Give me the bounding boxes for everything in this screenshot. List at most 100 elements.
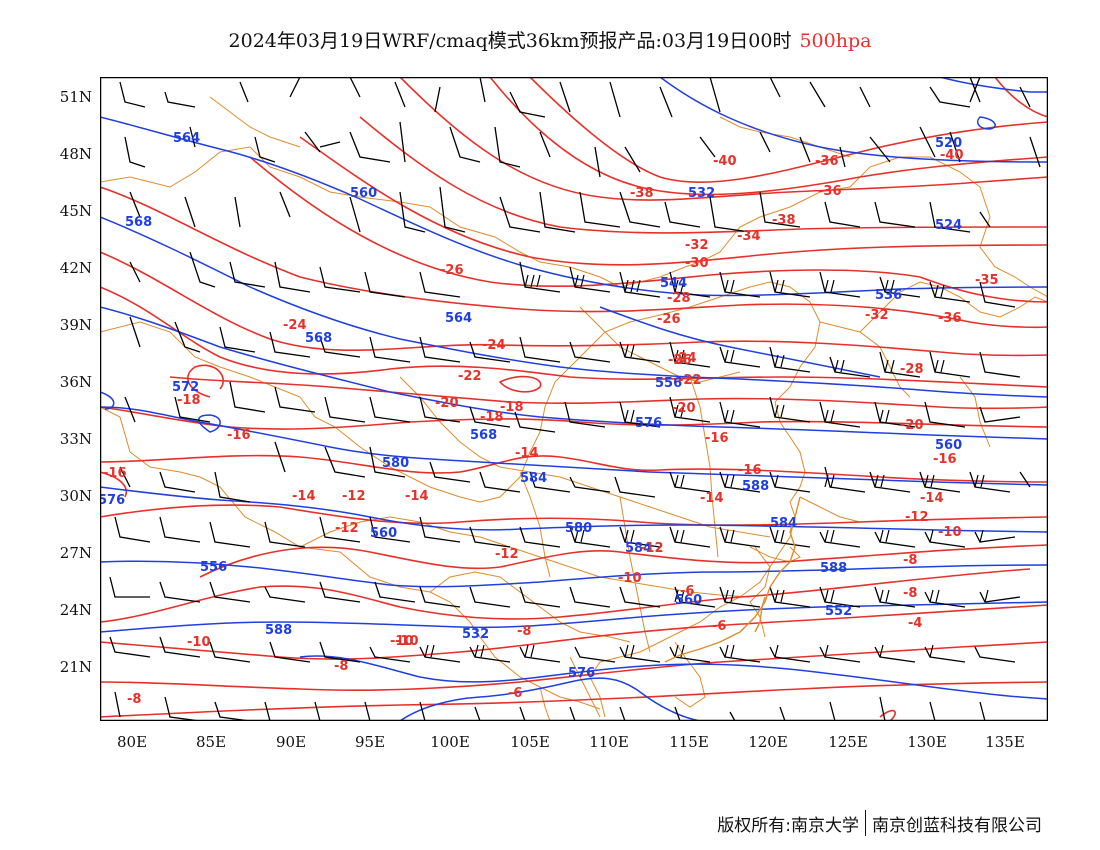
temp-label: -35 <box>975 273 999 288</box>
isohypse <box>100 486 1048 533</box>
border-line <box>479 281 821 503</box>
isohypse <box>399 677 701 721</box>
wind-barb-flag <box>624 344 945 373</box>
height-label: 588 <box>742 479 769 494</box>
temp-label: -14 <box>405 489 429 504</box>
isotherm <box>100 604 1048 660</box>
isotherm <box>187 364 224 398</box>
isohypse <box>100 391 115 410</box>
temperature-contours <box>100 77 1048 721</box>
temp-label: -14 <box>515 446 539 461</box>
border-line <box>959 376 991 448</box>
temp-label: -6 <box>680 584 694 599</box>
temp-label: -12 <box>905 510 929 525</box>
lat-label: 36N <box>59 373 92 391</box>
lat-label: 27N <box>59 544 92 562</box>
temp-label: -10 <box>938 525 962 540</box>
temp-label: -22 <box>678 373 702 388</box>
temp-label: -10 <box>390 634 414 649</box>
wind-barb-flags <box>424 274 989 658</box>
height-label: 580 <box>382 456 409 471</box>
coastline-path <box>754 596 766 633</box>
border-line <box>399 376 771 538</box>
lon-label: 120E <box>748 733 788 751</box>
isotherm <box>169 376 1048 410</box>
footer-divider <box>865 810 866 836</box>
isohypse <box>100 601 1048 633</box>
temp-label: -30 <box>685 256 709 271</box>
height-label: 584 <box>520 471 547 486</box>
temp-label: -20 <box>435 396 459 411</box>
border-line <box>209 96 301 148</box>
border-line <box>799 496 861 523</box>
temp-label: -26 <box>668 353 692 368</box>
lon-label: 125E <box>828 733 868 751</box>
isohypse <box>299 655 1048 700</box>
isotherm <box>249 156 1048 303</box>
wind-barb-flag <box>524 274 945 298</box>
wind-barb <box>129 186 991 233</box>
temp-label: -18 <box>500 400 524 415</box>
border-line <box>100 321 481 503</box>
temp-label: -16 <box>933 452 957 467</box>
temp-label: -28 <box>900 362 924 377</box>
temp-label: -4 <box>908 616 922 631</box>
temp-label: -40 <box>713 154 737 169</box>
map-panel: 564 560 568 532 520 524 544 536 564 568 … <box>100 77 1048 721</box>
isotherm <box>359 116 1048 234</box>
temp-label: -16 <box>738 463 762 478</box>
temp-label: -8 <box>903 586 917 601</box>
temp-label: -24 <box>673 351 697 366</box>
height-label: 568 <box>470 428 497 443</box>
height-label: 520 <box>935 136 962 151</box>
height-label: 556 <box>655 376 682 391</box>
temp-label: -10 <box>618 571 642 586</box>
temp-label: -14 <box>292 489 316 504</box>
isohypse <box>100 216 1048 398</box>
wind-barb-flag <box>424 644 934 658</box>
height-label: 576 <box>635 416 662 431</box>
border-line <box>429 571 631 643</box>
wind-barb <box>114 691 986 721</box>
lat-label: 21N <box>59 658 92 676</box>
coastline-path <box>664 496 801 663</box>
border-line <box>539 686 551 721</box>
wind-barb-flag <box>674 474 985 488</box>
border-line <box>689 376 719 558</box>
lon-label: 105E <box>510 733 550 751</box>
height-label: 568 <box>125 215 152 230</box>
isotherm <box>100 454 1048 483</box>
isotherm <box>100 568 1031 623</box>
temp-label: -32 <box>685 238 709 253</box>
border-line <box>979 296 1048 318</box>
lon-label: 80E <box>116 733 148 751</box>
isotherm <box>399 77 1048 201</box>
temp-label: -22 <box>458 369 482 384</box>
temp-label: -38 <box>630 186 654 201</box>
lon-label: 95E <box>354 733 386 751</box>
height-labels: 564 560 568 532 520 524 544 536 564 568 … <box>100 131 962 681</box>
title-main: 2024年03月19日WRF/cmaq模式36km预报产品:03月19日00时 <box>228 30 792 52</box>
temp-label: -36 <box>818 184 842 199</box>
height-label: 564 <box>173 131 200 146</box>
lon-label: 115E <box>669 733 709 751</box>
temp-label: -20 <box>900 418 924 433</box>
temperature-labels: -40 -40 -38 -36 -38 -34 -36 -32 -30 -35 … <box>103 148 999 707</box>
temp-label: -40 <box>940 148 964 163</box>
border-line <box>619 401 806 658</box>
temp-label: -28 <box>667 291 691 306</box>
wind-barb <box>124 121 1041 178</box>
temp-label: -38 <box>772 213 796 228</box>
temp-label: -36 <box>938 311 962 326</box>
temp-label: -14 <box>920 491 944 506</box>
isotherm <box>199 544 1048 578</box>
isotherm <box>498 375 542 393</box>
lat-label: 33N <box>59 430 92 448</box>
border-line <box>569 656 601 718</box>
temp-label: -6 <box>508 686 522 701</box>
height-label: 560 <box>675 593 702 608</box>
lat-label: 24N <box>59 601 92 619</box>
isohypse <box>100 306 1048 440</box>
temp-label: -12 <box>495 547 519 562</box>
isotherm <box>100 251 1048 357</box>
